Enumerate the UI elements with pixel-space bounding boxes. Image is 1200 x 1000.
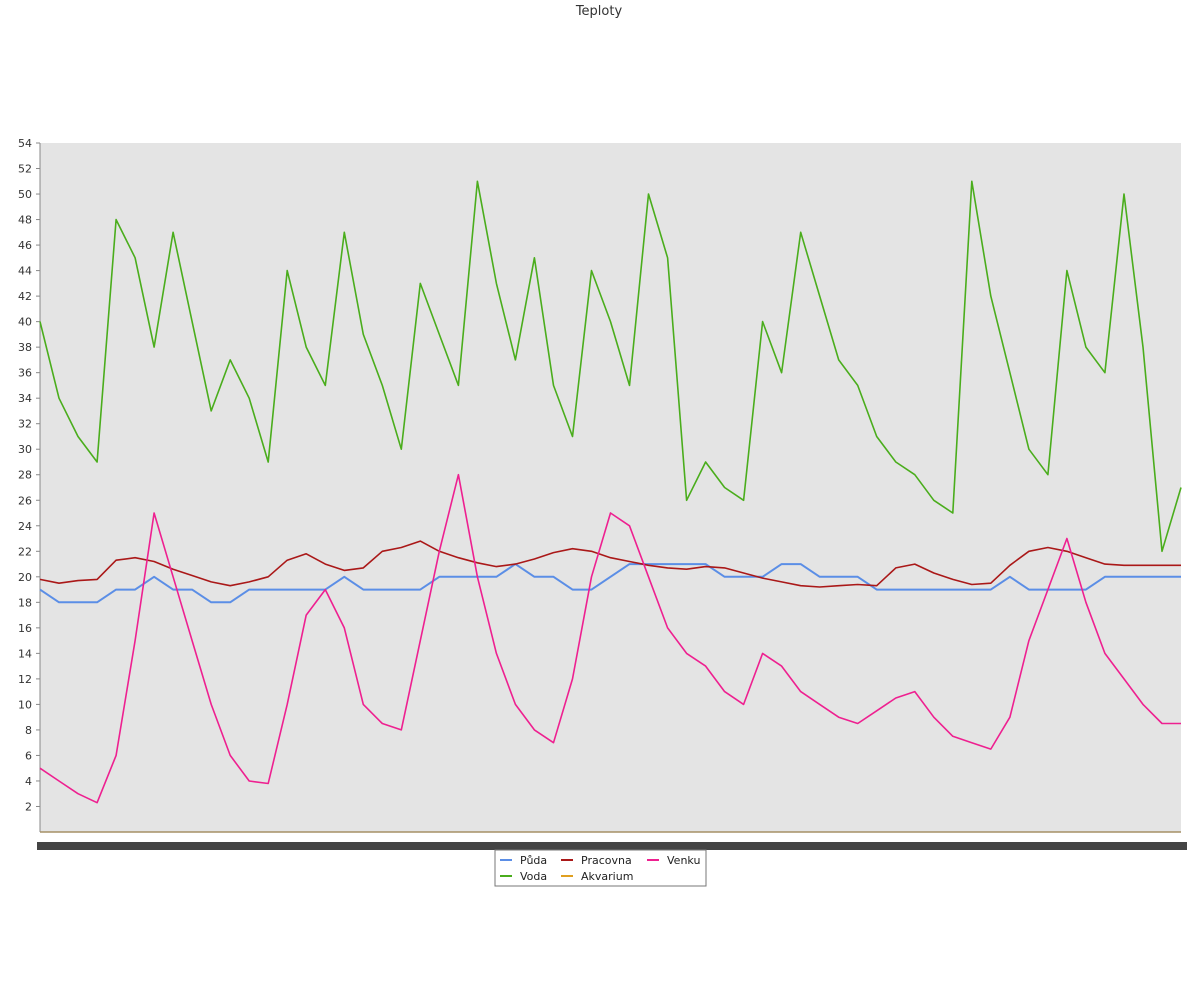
legend-label: Akvarium [581, 870, 633, 883]
y-tick-label: 2 [25, 800, 32, 813]
y-tick-label: 6 [25, 749, 32, 762]
y-tick-label: 22 [18, 545, 32, 558]
y-tick-label: 16 [18, 622, 32, 635]
y-tick-label: 18 [18, 596, 32, 609]
y-tick-label: 32 [18, 418, 32, 431]
y-tick-label: 50 [18, 188, 32, 201]
chart-title: Teploty [575, 4, 623, 19]
legend-label: Venku [667, 854, 700, 867]
legend-label: Půda [520, 854, 547, 867]
plot-area [40, 143, 1181, 832]
y-tick-label: 4 [25, 775, 32, 788]
y-tick-label: 52 [18, 163, 32, 176]
legend: Půda Voda Pracovna Akvarium Venku [494, 849, 707, 887]
y-tick-label: 44 [18, 265, 32, 278]
y-tick-label: 36 [18, 367, 32, 380]
legend-label: Voda [520, 870, 547, 883]
y-tick-label: 20 [18, 571, 32, 584]
y-tick-label: 40 [18, 316, 32, 329]
y-tick-label: 54 [18, 137, 32, 150]
x-axis-tick-labels [37, 842, 1187, 850]
y-axis: 2468101214161820222426283032343638404244… [18, 137, 41, 832]
y-tick-label: 8 [25, 724, 32, 737]
y-tick-label: 30 [18, 443, 32, 456]
y-tick-label: 46 [18, 239, 32, 252]
y-tick-label: 34 [18, 392, 32, 405]
series-line-4 [39, 473, 1181, 804]
y-tick-label: 48 [18, 214, 32, 227]
series-line-2 [39, 540, 1181, 588]
legend-box [494, 849, 707, 887]
y-tick-label: 28 [18, 469, 32, 482]
y-tick-label: 42 [18, 290, 32, 303]
y-tick-label: 38 [18, 341, 32, 354]
legend-items: Půda Voda Pracovna Akvarium Venku [500, 854, 700, 883]
legend-label: Pracovna [581, 854, 632, 867]
series-line-0 [39, 563, 1181, 604]
y-tick-label: 24 [18, 520, 32, 533]
series-line-1 [39, 180, 1182, 553]
y-tick-label: 12 [18, 673, 32, 686]
y-tick-label: 10 [18, 698, 32, 711]
y-tick-label: 26 [18, 494, 32, 507]
y-tick-label: 14 [18, 647, 32, 660]
